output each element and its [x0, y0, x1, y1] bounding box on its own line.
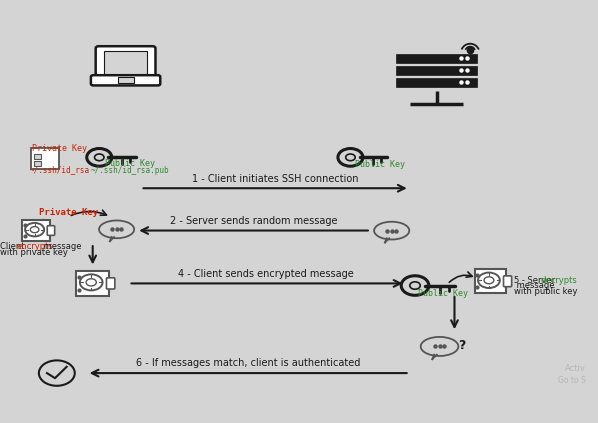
FancyBboxPatch shape: [31, 148, 59, 169]
Text: 5 - Server: 5 - Server: [514, 275, 558, 285]
Text: Activ: Activ: [565, 363, 586, 373]
FancyBboxPatch shape: [504, 276, 512, 287]
FancyBboxPatch shape: [106, 278, 115, 289]
Text: encrypts: encrypts: [17, 242, 53, 251]
FancyBboxPatch shape: [104, 51, 147, 74]
Text: with private key: with private key: [0, 247, 68, 257]
FancyBboxPatch shape: [396, 54, 477, 63]
FancyBboxPatch shape: [47, 226, 54, 235]
Text: Private Key: Private Key: [39, 208, 98, 217]
Text: decrypts: decrypts: [541, 275, 577, 285]
Text: Public Key: Public Key: [105, 159, 155, 168]
FancyBboxPatch shape: [77, 271, 109, 296]
Text: 2 - Server sends random message: 2 - Server sends random message: [170, 216, 338, 226]
Text: Public Key: Public Key: [417, 289, 468, 298]
Text: message: message: [41, 242, 81, 251]
Text: ~/.ssh/id_rsa.pub: ~/.ssh/id_rsa.pub: [91, 165, 170, 175]
Text: Client: Client: [0, 242, 27, 251]
Text: 4 - Client sends encrypted message: 4 - Client sends encrypted message: [178, 269, 354, 279]
Text: Go to S: Go to S: [559, 376, 586, 385]
Text: Private Key: Private Key: [32, 143, 87, 153]
FancyBboxPatch shape: [396, 78, 477, 87]
FancyBboxPatch shape: [475, 269, 506, 294]
FancyBboxPatch shape: [91, 75, 160, 85]
Text: ?: ?: [458, 339, 465, 352]
FancyBboxPatch shape: [96, 46, 155, 79]
FancyBboxPatch shape: [34, 154, 41, 159]
Text: Public Key: Public Key: [355, 159, 405, 169]
Text: 1 - Client initiates SSH connection: 1 - Client initiates SSH connection: [192, 173, 358, 184]
FancyBboxPatch shape: [396, 66, 477, 74]
FancyBboxPatch shape: [22, 220, 50, 241]
FancyBboxPatch shape: [117, 77, 133, 83]
Text: with public key: with public key: [514, 287, 578, 297]
Text: 6 - If messages match, client is authenticated: 6 - If messages match, client is authent…: [136, 358, 361, 368]
Text: message: message: [514, 281, 555, 291]
Text: ~/.ssh/id_rsa: ~/.ssh/id_rsa: [30, 165, 90, 174]
FancyBboxPatch shape: [34, 161, 41, 166]
